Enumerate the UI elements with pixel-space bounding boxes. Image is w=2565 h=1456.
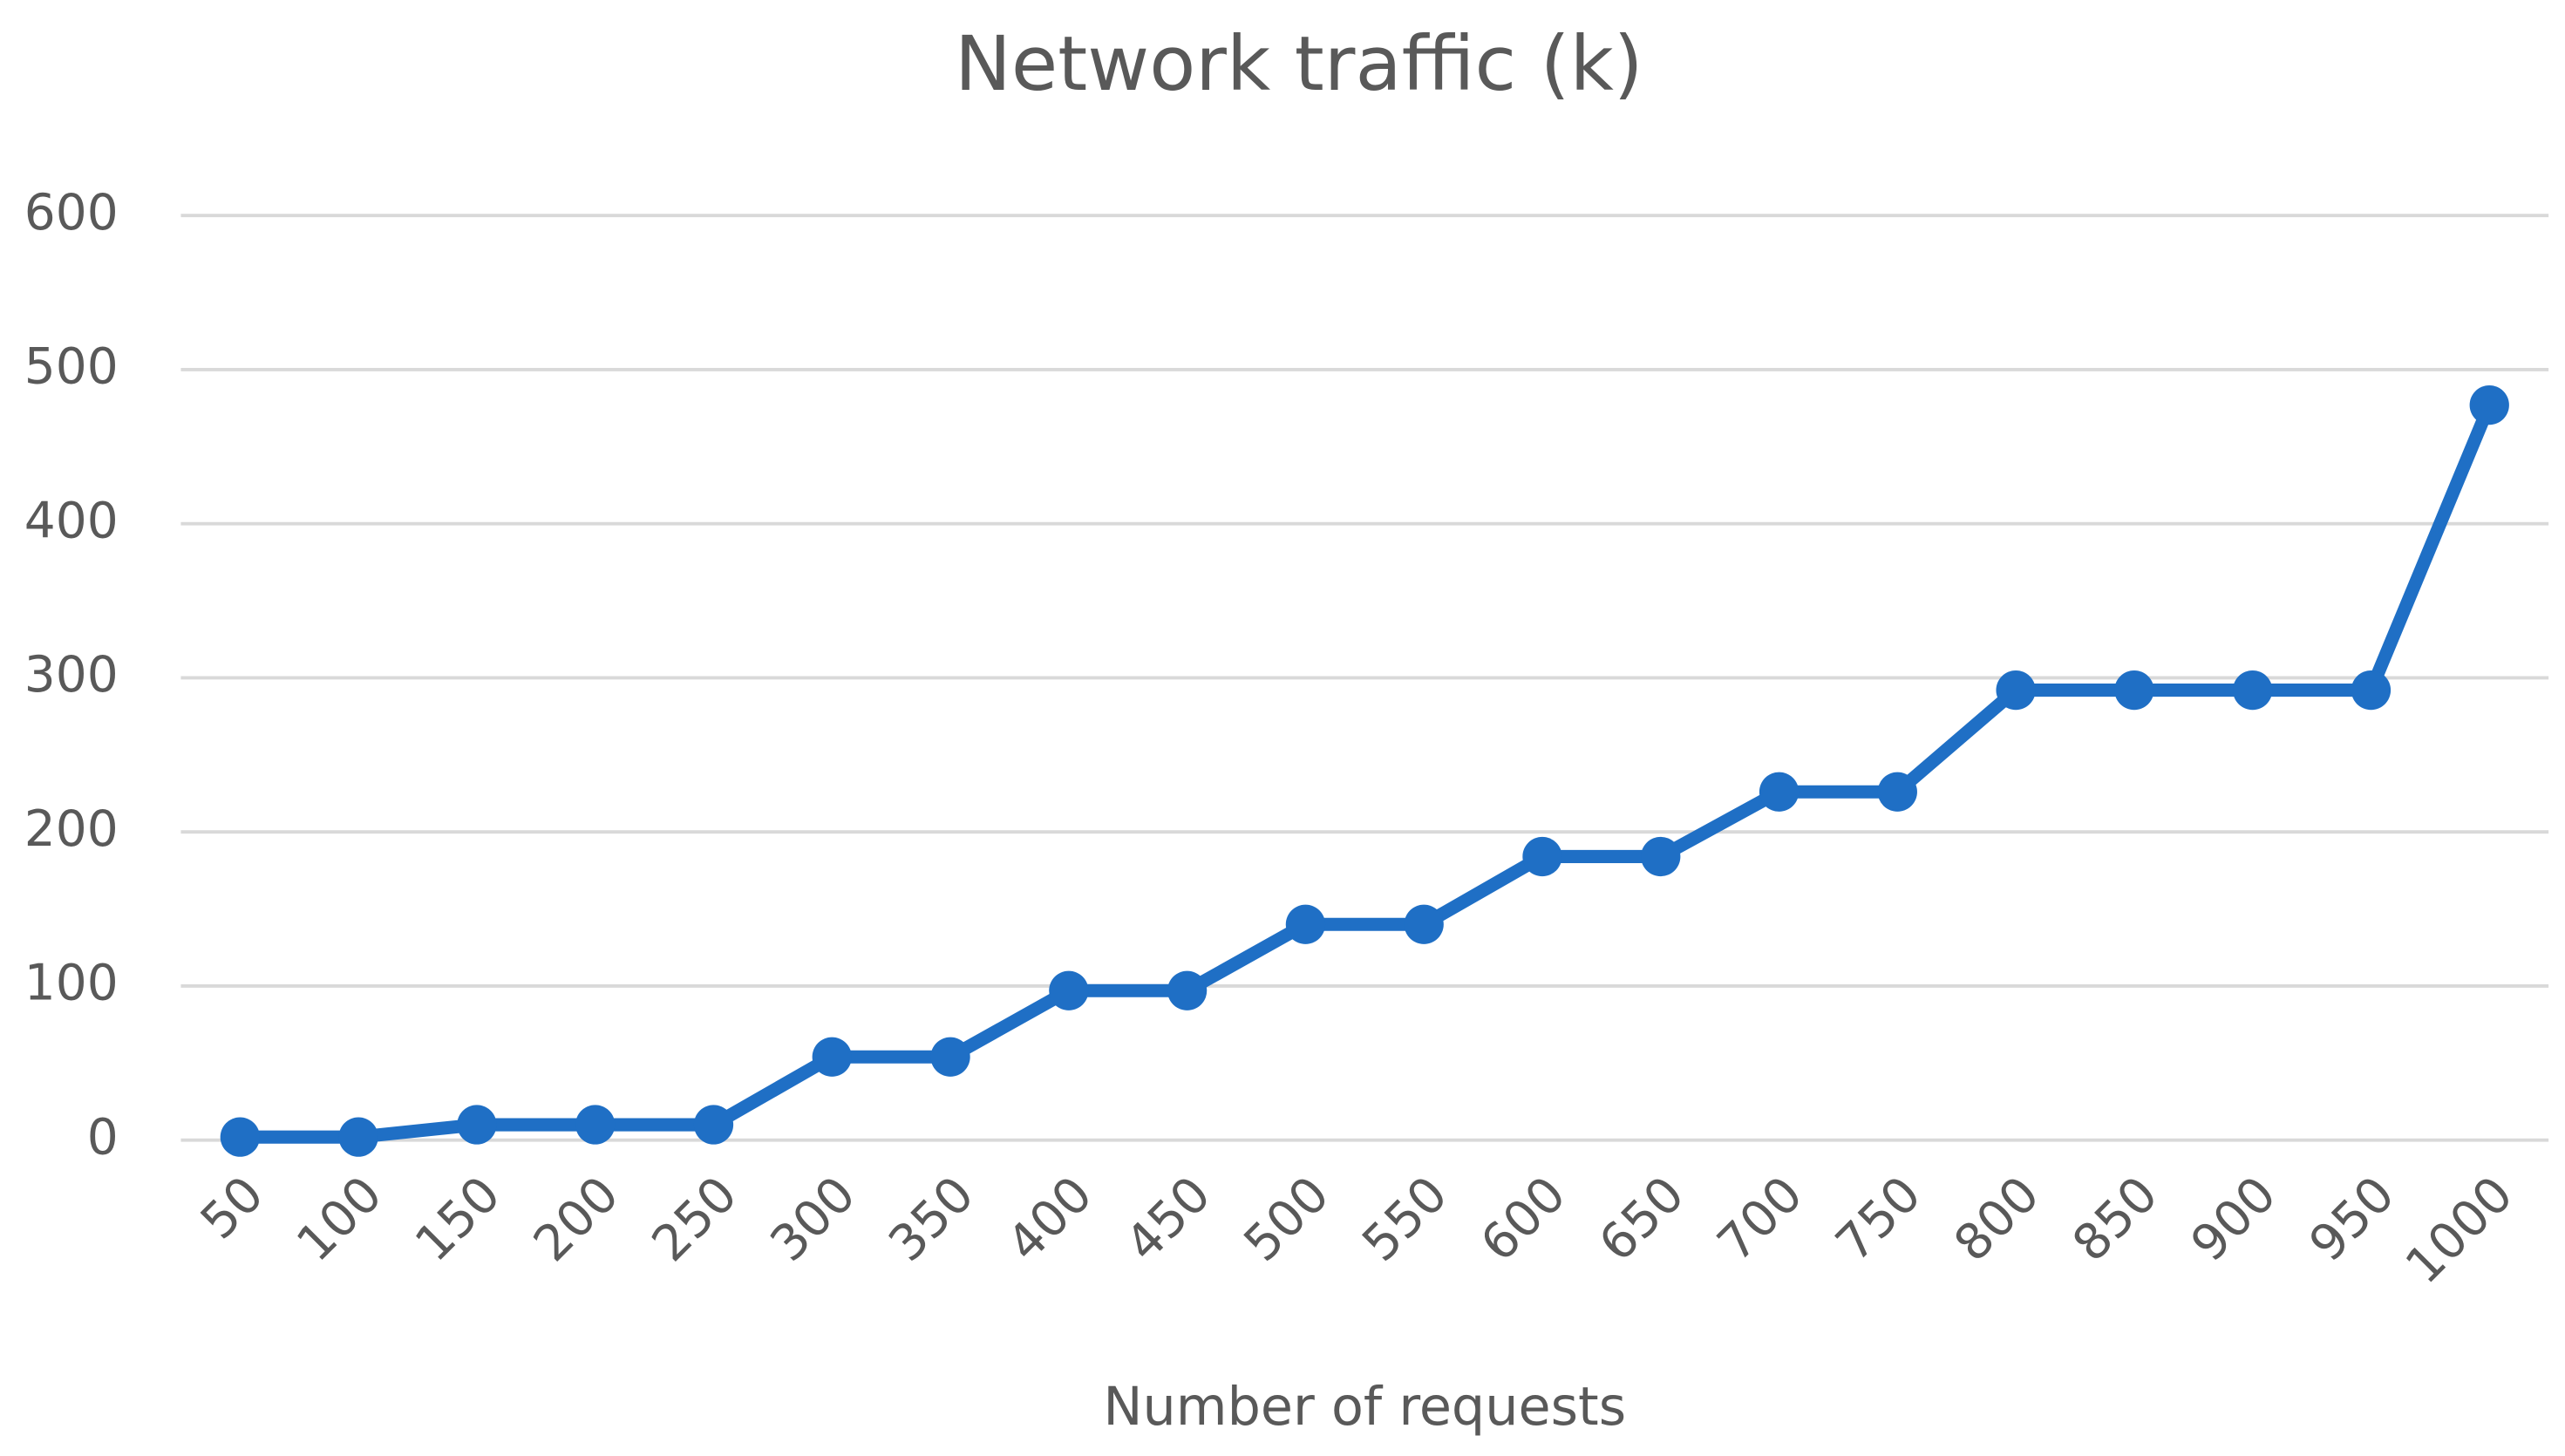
point (1996, 670, 2036, 711)
point (2233, 670, 2273, 711)
x-tick-label: 300 (759, 1166, 867, 1273)
x-tick-label: 550 (1351, 1166, 1459, 1273)
x-tick-label: 750 (1825, 1166, 1932, 1273)
y-tick-label: 100 (24, 955, 119, 1012)
x-tick-label: 100 (286, 1166, 393, 1273)
y-tick-label: 500 (24, 338, 119, 396)
x-tick-label: 50 (190, 1166, 276, 1251)
x-tick-label: 950 (2298, 1166, 2405, 1273)
point (1049, 970, 1089, 1010)
point (1641, 836, 1681, 877)
point (1285, 904, 1326, 944)
x-tick-label: 850 (2062, 1166, 2169, 1273)
x-tick-label: 200 (522, 1166, 629, 1273)
point (1522, 836, 1562, 877)
x-tick-label: 450 (1114, 1166, 1221, 1273)
x-tick-label: 1000 (2395, 1166, 2524, 1296)
x-tick-label: 250 (641, 1166, 748, 1273)
x-tick-label: 400 (997, 1166, 1104, 1273)
x-tick-label: 700 (1706, 1166, 1813, 1273)
y-tick-label: 200 (24, 800, 119, 858)
point (1877, 772, 1917, 812)
point (812, 1037, 852, 1077)
point (693, 1105, 734, 1145)
x-tick-label: 350 (878, 1166, 985, 1273)
point (930, 1037, 970, 1077)
point (338, 1117, 378, 1157)
x-tick-label: 500 (1233, 1166, 1340, 1273)
y-tick-label: 600 (24, 184, 119, 242)
x-tick-label: 600 (1470, 1166, 1577, 1273)
y-tick-label: 0 (87, 1108, 119, 1166)
point (2469, 384, 2509, 425)
y-tick-label: 300 (24, 646, 119, 704)
x-tick-label: 150 (405, 1166, 512, 1273)
y-tick-label: 400 (24, 492, 119, 549)
x-tick-label: 900 (2180, 1166, 2287, 1273)
point (2351, 670, 2392, 711)
point (1404, 904, 1444, 944)
point (457, 1105, 497, 1145)
x-tick-label: 800 (1943, 1166, 2051, 1273)
line (240, 402, 2496, 1144)
x-axis-label: Number of requests (1103, 1377, 1626, 1438)
x-tick-label: 650 (1589, 1166, 1696, 1273)
chart-title: Network traffic (k) (955, 20, 1643, 108)
point (1759, 772, 1800, 812)
point (2114, 670, 2154, 711)
point (1167, 970, 1208, 1010)
point (575, 1105, 616, 1145)
point (220, 1117, 260, 1157)
